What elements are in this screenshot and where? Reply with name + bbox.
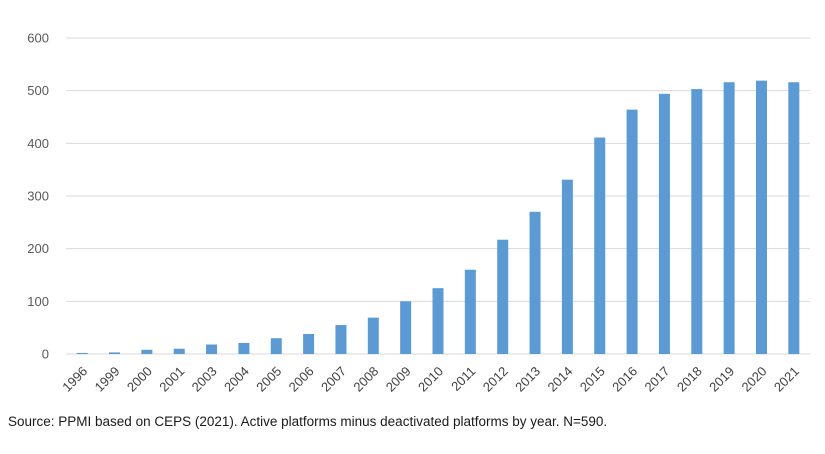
x-tick-label: 2021 — [771, 364, 802, 395]
y-tick-label: 500 — [27, 83, 49, 98]
y-axis-ticks: 0 100 200 300 400 500 600 — [27, 31, 49, 362]
x-tick-label: 2018 — [674, 364, 705, 395]
bar-2020 — [755, 80, 767, 354]
x-tick-label: 2001 — [156, 364, 187, 395]
x-tick-label: 2005 — [253, 364, 284, 395]
bar-2018 — [691, 89, 703, 354]
bar-2003 — [206, 344, 218, 354]
bar-1996 — [76, 352, 88, 354]
y-tick-label: 600 — [27, 31, 49, 46]
bar-2005 — [270, 338, 282, 354]
x-tick-label: 2009 — [383, 364, 414, 395]
bar-2021 — [788, 82, 800, 355]
x-tick-label: 2008 — [350, 364, 381, 395]
bar-1999 — [109, 352, 121, 354]
y-tick-label: 0 — [42, 347, 49, 362]
y-tick-label: 400 — [27, 136, 49, 151]
x-tick-label: 1996 — [59, 364, 90, 395]
bar-2016 — [626, 109, 638, 354]
bar-2019 — [723, 82, 735, 355]
x-tick-label: 2012 — [480, 364, 511, 395]
x-tick-label: 2019 — [706, 364, 737, 395]
y-tick-label: 100 — [27, 294, 49, 309]
bar-2011 — [464, 269, 476, 354]
x-tick-label: 2011 — [448, 364, 478, 394]
x-tick-label: 2004 — [221, 364, 252, 395]
x-tick-label: 2000 — [124, 364, 155, 395]
x-tick-label: 2020 — [739, 364, 770, 395]
x-tick-label: 1999 — [92, 364, 123, 395]
source-caption: Source: PPMI based on CEPS (2021). Activ… — [8, 414, 608, 429]
bar-2015 — [594, 137, 606, 354]
bar-2013 — [529, 211, 541, 354]
bar-2014 — [561, 179, 573, 354]
bar-2012 — [497, 239, 509, 354]
bar-2010 — [432, 288, 444, 354]
bar-2008 — [367, 317, 379, 354]
x-tick-label: 2006 — [286, 364, 317, 395]
x-axis-ticks: 1996 1999 2000 2001 2003 2004 2005 2006 2007 2008… — [59, 364, 802, 395]
x-tick-label: 2016 — [609, 364, 640, 395]
bar-2001 — [173, 348, 185, 354]
bar-2006 — [303, 333, 315, 354]
bar-2000 — [141, 349, 153, 354]
bar-2004 — [238, 342, 250, 354]
bars — [76, 80, 800, 355]
x-tick-label: 2003 — [189, 364, 220, 395]
bar-2017 — [658, 93, 670, 355]
x-tick-label: 2013 — [512, 364, 543, 395]
x-tick-label: 2010 — [415, 364, 446, 395]
x-tick-label: 2015 — [577, 364, 608, 395]
bar-2007 — [335, 325, 347, 354]
bar-chart: 0 100 200 300 400 500 600 1996 1999 2000 2001 2003… — [27, 31, 810, 395]
y-tick-label: 300 — [27, 189, 49, 204]
x-tick-label: 2007 — [318, 364, 349, 395]
x-tick-label: 2014 — [544, 364, 575, 395]
x-tick-label: 2017 — [641, 364, 672, 395]
gridlines — [66, 37, 810, 355]
bar-2009 — [400, 301, 412, 354]
y-tick-label: 200 — [27, 241, 49, 256]
